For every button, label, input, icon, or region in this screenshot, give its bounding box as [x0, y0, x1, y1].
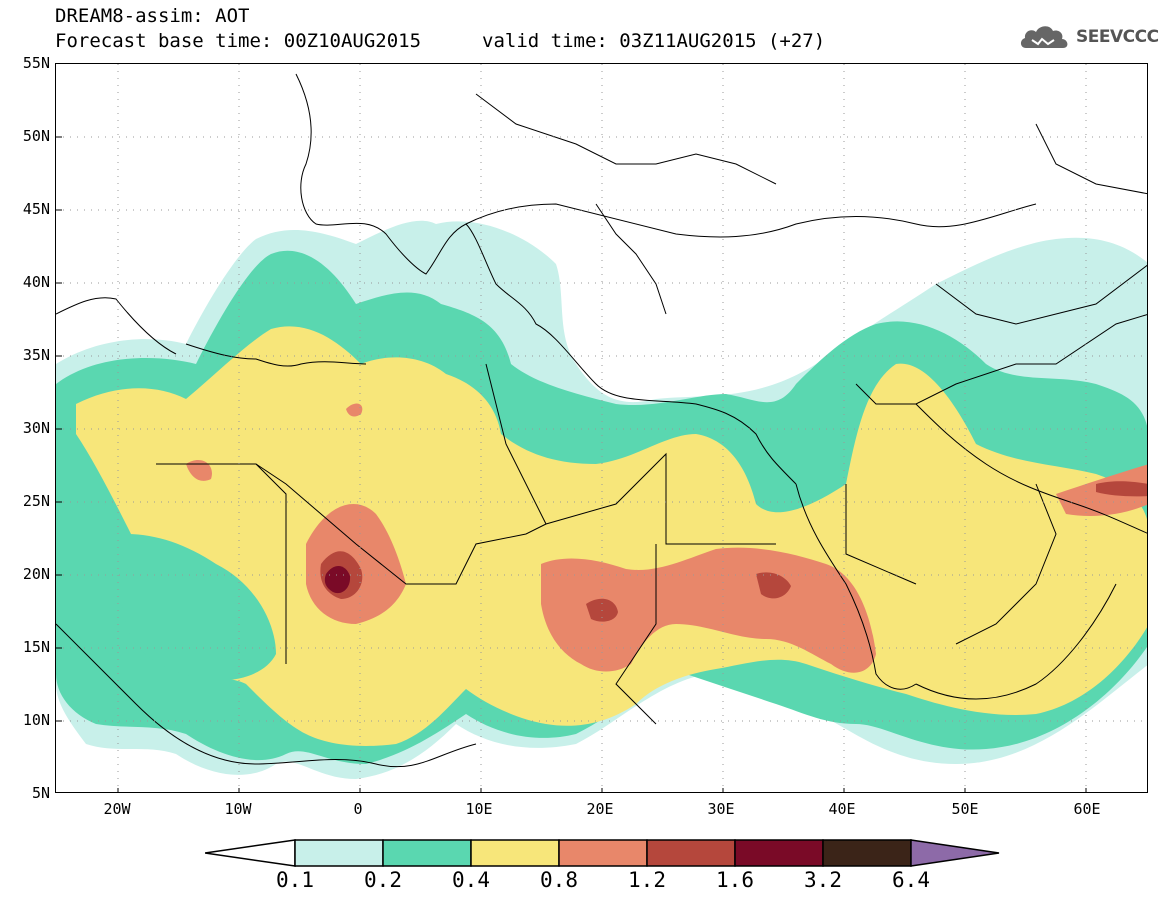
colorbar-level-label: 1.6: [716, 868, 754, 892]
lat-tick-label: 5N: [31, 784, 50, 802]
colorbar-level-label: 3.2: [804, 868, 842, 892]
lon-tick-label: 10W: [224, 800, 252, 818]
aot-contour-1.6: [324, 565, 351, 594]
aot-contour-0.2-patch: [120, 534, 276, 681]
seevccc-logo: SEEVCCC: [1018, 22, 1159, 52]
colorbar-below-triangle: [205, 839, 296, 867]
lat-tick-label: 25N: [22, 492, 50, 510]
colorbar-level-label: 0.1: [276, 868, 314, 892]
colorbar-bin-c5: [646, 839, 736, 867]
logo-text: SEEVCCC: [1076, 27, 1159, 47]
chart-title: DREAM8-assim: AOT: [55, 5, 250, 27]
colorbar-level-label: 0.2: [364, 868, 402, 892]
aot-contour-0.4: [76, 326, 1147, 746]
graticule: [56, 64, 1147, 792]
cloud-logo-icon: [1020, 26, 1068, 48]
lon-tick-label: 50E: [951, 800, 979, 818]
lat-tick-label: 20N: [22, 565, 50, 583]
colorbar-bin-c3: [470, 839, 560, 867]
aot-contour-0.8: [186, 403, 1147, 673]
map-panel: [55, 63, 1148, 793]
lat-tick-label: 15N: [22, 638, 50, 656]
lat-tick-label: 35N: [22, 346, 50, 364]
lat-tick-label: 55N: [22, 54, 50, 72]
lon-tick-label: 0: [353, 800, 363, 818]
lon-tick-label: 40E: [828, 800, 856, 818]
colorbar-bin-c4: [558, 839, 648, 867]
lon-tick-label: 20E: [586, 800, 614, 818]
colorbar-bin-c6: [734, 839, 824, 867]
colorbar-above-triangle: [910, 839, 1000, 867]
colorbar-level-label: 0.4: [452, 868, 490, 892]
lon-tick-label: 10E: [465, 800, 493, 818]
valid-time: valid time: 03Z11AUG2015 (+27): [482, 30, 826, 52]
lat-tick-label: 30N: [22, 419, 50, 437]
lat-tick-label: 45N: [22, 200, 50, 218]
colorbar-level-label: 6.4: [892, 868, 930, 892]
aot-field-map: [56, 64, 1147, 792]
colorbar-bin-c2: [382, 839, 472, 867]
lon-tick-label: 20W: [103, 800, 131, 818]
lat-tick-label: 10N: [22, 711, 50, 729]
colorbar-level-label: 0.8: [540, 868, 578, 892]
lon-tick-label: 60E: [1073, 800, 1101, 818]
colorbar-level-label: 1.2: [628, 868, 666, 892]
lat-tick-label: 40N: [22, 273, 50, 291]
colorbar-bin-c7: [822, 839, 912, 867]
colorbar-bin-c1: [294, 839, 384, 867]
forecast-base-time: Forecast base time: 00Z10AUG2015: [55, 30, 422, 52]
coastlines: [56, 73, 1147, 768]
lat-tick-label: 50N: [22, 127, 50, 145]
aot-colorbar: [205, 839, 1000, 867]
frame-ticks: [56, 136, 1087, 792]
lon-tick-label: 30E: [707, 800, 735, 818]
